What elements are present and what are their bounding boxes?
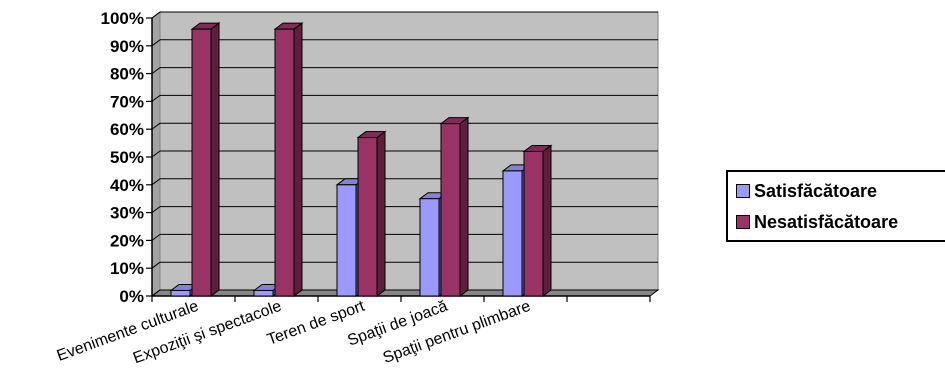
bar-nesatisfacatoare <box>273 22 304 297</box>
bar-front <box>502 170 523 297</box>
bar-side <box>210 22 220 297</box>
y-tick-label: 70% <box>110 92 144 111</box>
y-tick-label: 40% <box>110 176 144 195</box>
gridline-side <box>151 261 161 269</box>
bar-front <box>419 198 440 297</box>
y-tick-label: 60% <box>110 120 144 139</box>
bar-nesatisfacatoare <box>356 130 387 297</box>
axes <box>146 17 651 302</box>
bar-satisfacatoare <box>252 283 283 297</box>
legend-label-nesatisfacatoare: Nesatisfăcătoare <box>754 211 899 232</box>
gridline-side <box>151 206 161 214</box>
gridline-side <box>151 67 161 74</box>
bar-front <box>274 28 295 297</box>
gridline-side <box>151 233 161 241</box>
bar-nesatisfacatoare <box>522 144 553 297</box>
gridline-side <box>151 95 161 102</box>
bar-front <box>357 137 378 297</box>
floor <box>150 289 660 297</box>
gridline-side <box>151 150 161 158</box>
legend-swatch-nesatisfacatoare <box>736 215 750 229</box>
gridline-side <box>151 39 161 47</box>
bar-side <box>542 144 552 297</box>
gridline-side <box>151 11 161 19</box>
y-tick-label: 80% <box>110 65 144 84</box>
bar-front <box>523 150 544 297</box>
y-axis-tick-labels: 0% 10% 20% 30% 40% 50% 60% 70% 80% 90% 100% <box>101 9 144 306</box>
bar-front <box>253 289 274 297</box>
y-tick-label: 0% <box>119 287 144 306</box>
bar-nesatisfacatoare <box>190 22 221 297</box>
y-tick-label: 90% <box>110 37 144 56</box>
y-tick-label: 100% <box>101 9 144 28</box>
x-category-label: Spaţii pentru plimbare <box>381 298 533 367</box>
gridline-side <box>151 122 161 130</box>
legend: Satisfăcătoare Nesatisfăcătoare <box>726 170 945 242</box>
bar-front <box>191 28 212 297</box>
plot-walls <box>150 11 660 297</box>
legend-swatch-satisfacatoare <box>736 184 750 198</box>
x-category-label: Expoziţii şi spectacole <box>131 298 284 368</box>
bar-front <box>440 123 461 297</box>
bar-side <box>293 22 303 297</box>
bar-nesatisfacatoare <box>439 116 470 297</box>
bar-side <box>376 130 386 297</box>
bar-front <box>336 184 357 297</box>
y-tick-label: 20% <box>110 231 144 250</box>
gridline-side <box>151 289 161 297</box>
x-category-label: Evenimente culturale <box>55 298 201 365</box>
bar-front <box>170 289 191 297</box>
y-tick-label: 30% <box>110 204 144 223</box>
legend-item-satisfacatoare: Satisfăcătoare <box>736 179 877 203</box>
y-tick-label: 50% <box>110 148 144 167</box>
gridlines <box>151 11 658 297</box>
legend-label-satisfacatoare: Satisfăcătoare <box>754 180 878 201</box>
y-tick-label: 10% <box>110 259 144 278</box>
bar-side <box>459 116 469 297</box>
gridline-side <box>151 178 161 186</box>
bars <box>169 22 553 297</box>
legend-item-nesatisfacatoare: Nesatisfăcătoare <box>736 210 898 234</box>
